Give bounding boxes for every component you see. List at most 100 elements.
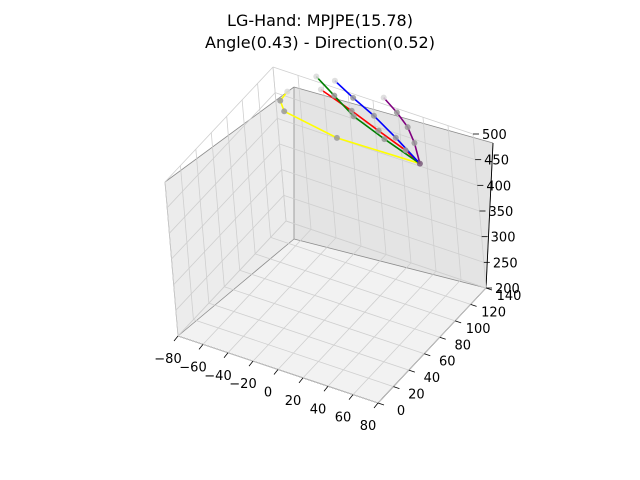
y-tick-label: 140 <box>497 289 522 304</box>
finger-joint <box>392 134 399 141</box>
finger-joint <box>393 109 400 116</box>
pane-edge <box>293 238 487 289</box>
finger-joint <box>350 94 357 101</box>
pane-edge <box>293 86 494 144</box>
finger-joint <box>370 112 377 119</box>
x-grid-line <box>277 254 387 370</box>
z-grid-line <box>283 194 484 263</box>
z-grid-line <box>177 220 287 337</box>
y-grid-line <box>270 237 471 305</box>
finger-joint <box>380 94 387 101</box>
y-tick-mark <box>439 336 446 340</box>
z-grid-line <box>171 143 280 260</box>
x-tick-label: 20 <box>285 394 302 409</box>
z-axis-line <box>485 142 494 289</box>
finger-bone <box>334 80 354 99</box>
finger-bone <box>396 112 409 128</box>
x-grid-line <box>202 229 312 345</box>
finger-joint <box>313 73 320 80</box>
x-grid-line <box>352 279 462 395</box>
grid-lines <box>164 66 487 404</box>
z-tick-label: 250 <box>493 256 518 271</box>
z-grid-line <box>272 66 474 135</box>
y-tick-label: 40 <box>424 371 441 386</box>
finger-bone <box>320 88 353 112</box>
x-grid-line <box>327 270 437 387</box>
y-grid-line <box>255 253 456 322</box>
finger-joint <box>404 124 411 131</box>
y-tick-label: 0 <box>397 404 405 419</box>
x-tick-label: 60 <box>335 411 352 426</box>
finger-bone <box>315 75 335 97</box>
finger-bone <box>413 142 421 164</box>
x-tick-label: −80 <box>154 352 181 367</box>
z-grid-line <box>175 195 285 311</box>
pane-left <box>165 87 294 336</box>
finger-joint <box>317 86 324 93</box>
x-tick-mark <box>373 402 379 409</box>
finger-bone <box>378 130 407 151</box>
wrist-joint <box>416 160 423 167</box>
pane-floor <box>178 239 486 403</box>
x-tick-mark <box>198 344 204 350</box>
y-tick-mark <box>455 320 462 324</box>
x-tick-label: 0 <box>264 386 272 401</box>
chart-title-line-1: LG-Hand: MPJPE(15.78) <box>227 11 413 30</box>
y-tick-label: 120 <box>481 305 506 320</box>
x-tick-mark <box>248 360 254 367</box>
x-tick-mark <box>298 377 304 384</box>
y-tick-label: 60 <box>439 355 456 370</box>
x-tick-mark <box>348 394 354 400</box>
finger-bone <box>383 97 398 114</box>
finger-joint <box>331 77 338 84</box>
z-grid-line <box>166 92 276 208</box>
chart-title-line-2: Angle(0.43) - Direction(0.52) <box>205 33 435 52</box>
y-tick-mark <box>393 386 400 389</box>
z-tick-label: 350 <box>489 205 514 220</box>
x-tick-mark <box>273 369 279 375</box>
z-grid-line <box>279 143 480 212</box>
y-tick-mark <box>408 369 415 373</box>
y-grid-line <box>224 286 425 355</box>
z-tick-label: 400 <box>486 179 511 194</box>
z-tick-label: 200 <box>495 282 520 297</box>
pane-edge <box>177 238 295 337</box>
x-grid-line <box>252 245 362 362</box>
finger-bone <box>351 110 380 132</box>
x-tick-label: −20 <box>229 377 256 392</box>
axis-ticks: −80−60−40−200204060800204060801001201402… <box>154 128 521 434</box>
z-tick-label: 300 <box>491 231 516 246</box>
finger-bone <box>384 138 421 165</box>
x-tick-label: 40 <box>310 402 327 417</box>
finger-joint <box>348 107 355 114</box>
finger-bone <box>353 115 385 140</box>
x-tick-label: −40 <box>204 369 231 384</box>
y-tick-mark <box>377 402 385 406</box>
y-grid-line <box>239 269 440 338</box>
finger-joint <box>375 127 382 134</box>
z-grid-line <box>173 169 282 285</box>
x-tick-label: 80 <box>360 419 377 434</box>
z-grid-line <box>285 220 487 289</box>
y-tick-mark <box>424 353 431 357</box>
x-grid-line <box>227 237 337 354</box>
z-grid-line <box>169 118 278 234</box>
finger-joint <box>411 139 418 146</box>
z-grid-line <box>275 92 476 161</box>
x-tick-mark <box>323 386 329 392</box>
y-tick-label: 20 <box>408 388 425 403</box>
pane-back <box>294 87 493 288</box>
pane-edge <box>164 86 295 183</box>
finger-joint <box>277 97 284 104</box>
finger-joint <box>381 136 388 143</box>
x-grid-line <box>302 262 412 379</box>
y-tick-label: 80 <box>454 338 471 353</box>
finger-joint <box>402 147 409 154</box>
finger-joint <box>284 88 291 95</box>
finger-joint <box>331 92 338 99</box>
x-grid-line <box>377 287 487 404</box>
z-grid-line <box>164 66 274 183</box>
z-tick-label: 500 <box>482 128 507 143</box>
z-tick-label: 450 <box>484 154 509 169</box>
